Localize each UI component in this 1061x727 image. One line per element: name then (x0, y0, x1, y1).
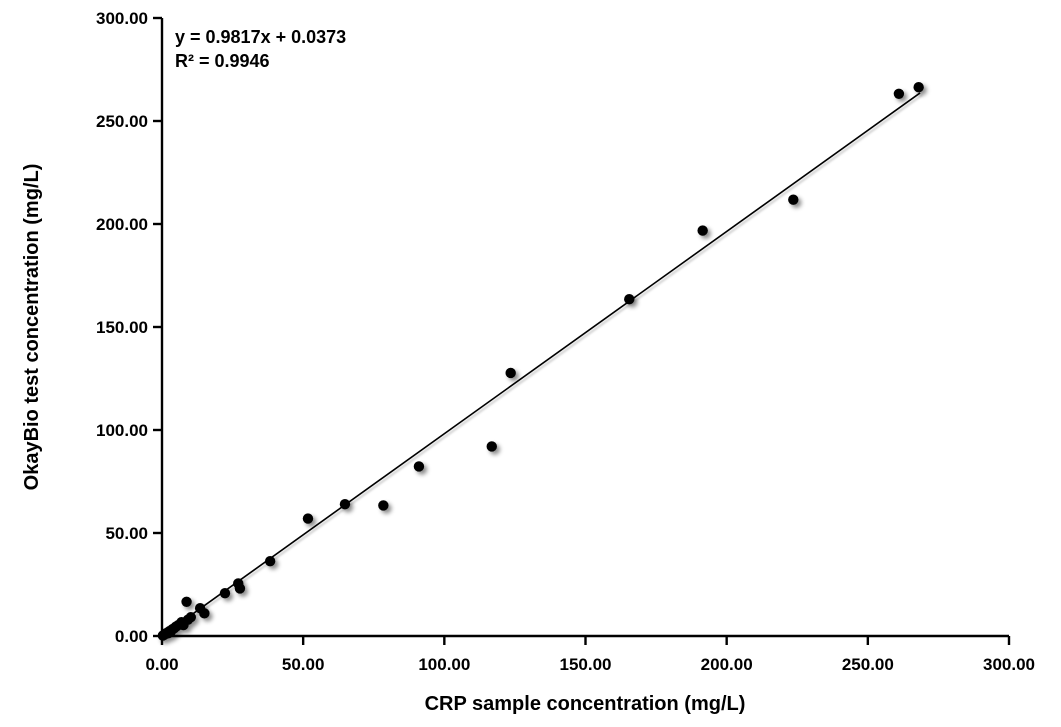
data-point (378, 500, 389, 511)
data-point (413, 461, 425, 472)
x-tick-label: 100.00 (418, 655, 470, 674)
data-point (199, 608, 210, 619)
trendline-equation-label: y = 0.9817x + 0.0373 (175, 27, 346, 47)
trendline-group (161, 92, 921, 637)
y-axis-title: OkayBio test concentration (mg/L) (21, 164, 43, 491)
tick-labels-group: 0.00 50.00 100.00 150.00 200.00 250.00 300.00 0… (96, 9, 1035, 674)
data-point (788, 194, 799, 205)
data-points-group (157, 82, 924, 641)
data-point (185, 612, 196, 623)
x-axis-title: CRP sample concentration (mg/L) (425, 693, 746, 715)
y-tick-label: 250.00 (96, 112, 148, 131)
data-point (302, 513, 314, 524)
data-point (913, 82, 924, 93)
y-tick-label: 300.00 (96, 9, 148, 28)
data-point (505, 367, 516, 379)
data-point (219, 587, 231, 599)
y-tick-label: 0.00 (115, 627, 148, 646)
data-point (264, 556, 276, 567)
data-point (181, 596, 192, 608)
data-point (624, 293, 635, 305)
data-point (893, 88, 905, 100)
x-tick-label: 200.00 (701, 655, 753, 674)
x-tick-label: 0.00 (145, 655, 178, 674)
y-tick-label: 200.00 (96, 215, 148, 234)
r-squared-label: R² = 0.9946 (175, 51, 270, 71)
y-tick-label: 100.00 (96, 421, 148, 440)
x-tick-label: 50.00 (282, 655, 325, 674)
x-tick-label: 250.00 (842, 655, 894, 674)
axes-group (153, 16, 1011, 645)
trend-line (161, 92, 921, 637)
data-point (234, 583, 246, 594)
y-tick-label: 150.00 (96, 318, 148, 337)
y-tick-label: 50.00 (105, 524, 148, 543)
data-point (339, 498, 351, 510)
data-point (697, 225, 708, 236)
data-point (486, 441, 497, 452)
x-tick-label: 150.00 (560, 655, 612, 674)
x-tick-label: 300.00 (983, 655, 1035, 674)
